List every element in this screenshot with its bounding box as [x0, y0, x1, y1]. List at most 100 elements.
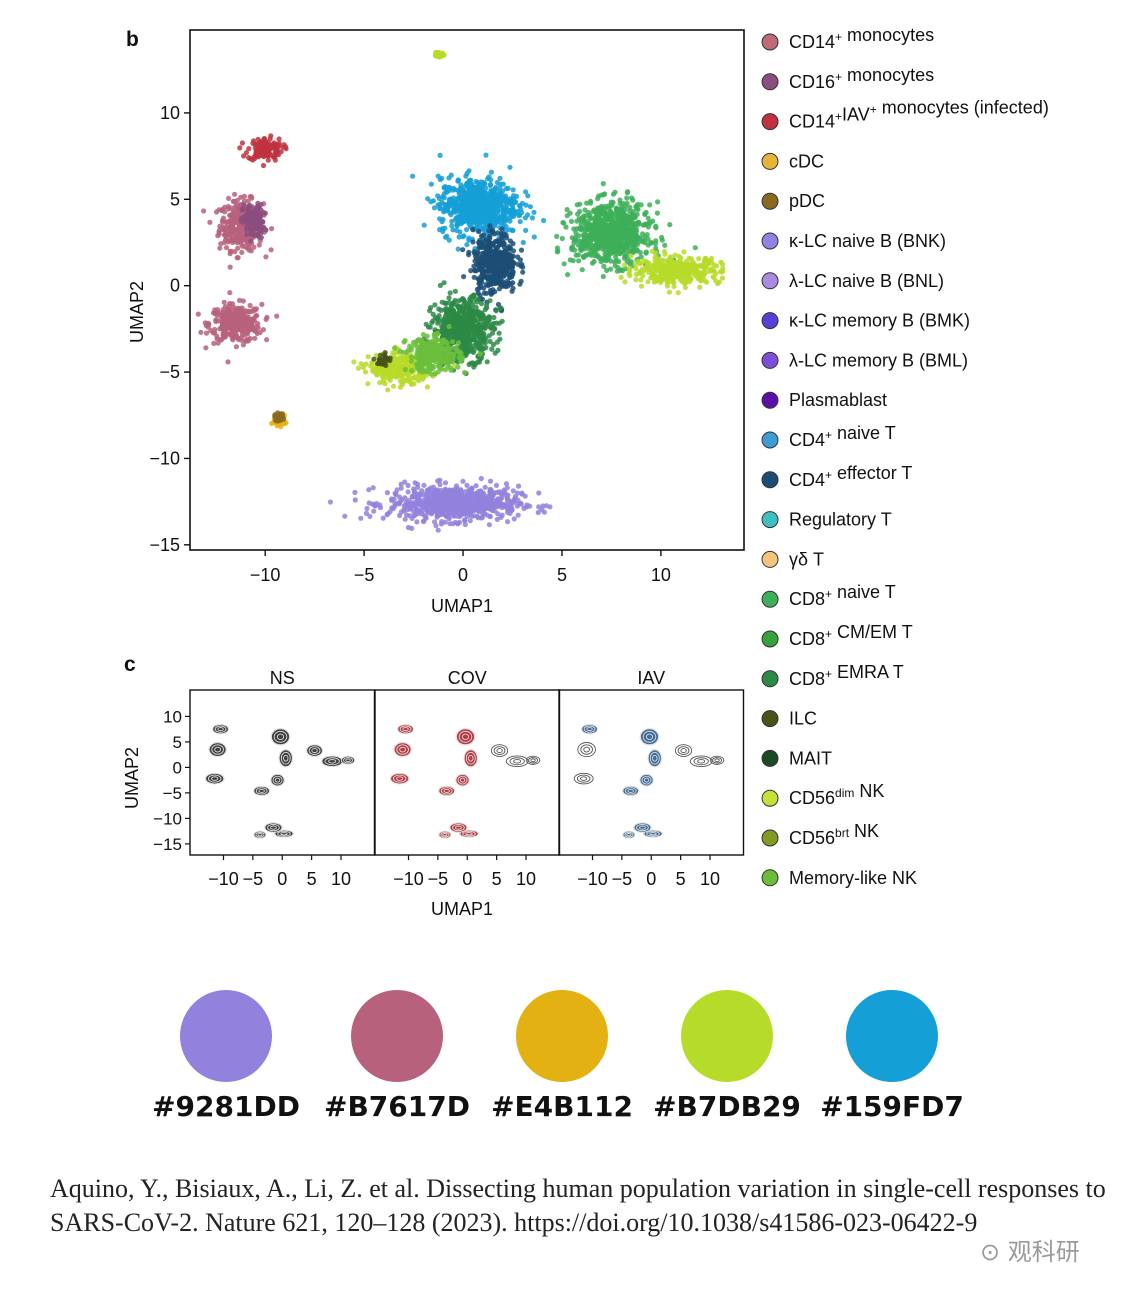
umap-point	[666, 289, 673, 295]
umap-point	[500, 181, 506, 187]
umap-point	[402, 479, 408, 485]
umap-point	[645, 242, 651, 248]
umap-point	[701, 264, 707, 270]
umap-point	[393, 357, 399, 363]
umap-point	[437, 216, 443, 222]
umap-point	[479, 332, 486, 338]
umap-point	[260, 327, 266, 333]
umap-point	[481, 338, 487, 345]
umap-point	[462, 517, 468, 523]
umap-point	[226, 206, 232, 212]
umap-point	[576, 238, 583, 244]
umap-point	[431, 331, 437, 337]
umap-point	[506, 244, 512, 250]
umap-point	[490, 287, 496, 293]
umap-point	[252, 142, 258, 148]
umap-point	[657, 273, 663, 279]
umap-point	[232, 191, 238, 197]
umap-point	[263, 316, 269, 322]
umap-point	[461, 320, 467, 326]
umap-point	[694, 263, 700, 269]
umap-point	[450, 187, 456, 193]
umap-point	[482, 255, 489, 261]
umap-point	[232, 249, 238, 255]
umap-point	[471, 197, 477, 203]
umap-point	[503, 492, 509, 498]
umap-point	[455, 364, 461, 370]
umap-point	[252, 335, 258, 341]
umap-point	[250, 157, 256, 163]
umap-point	[211, 340, 217, 346]
umap-point	[608, 258, 614, 264]
umap-point	[250, 308, 256, 314]
umap-point	[398, 485, 404, 491]
umap-point	[531, 234, 537, 240]
umap-point	[489, 346, 495, 352]
umap-point	[518, 263, 524, 269]
umap-point	[327, 499, 333, 505]
umap-point	[610, 244, 616, 250]
umap-point	[238, 308, 244, 314]
umap-point	[594, 240, 600, 246]
umap-point	[700, 273, 707, 279]
umap-point	[263, 254, 269, 260]
umap-point	[563, 224, 569, 230]
umap-point	[571, 237, 577, 243]
umap-point	[512, 495, 518, 501]
umap-point	[234, 255, 240, 261]
umap-point	[498, 264, 504, 270]
umap-point	[622, 279, 628, 285]
umap-point	[628, 253, 634, 259]
umap-point	[609, 233, 615, 239]
umap-point	[462, 205, 468, 211]
umap-point	[248, 226, 254, 232]
panel-b-frame	[189, 29, 745, 551]
umap-point	[446, 199, 452, 205]
umap-point	[582, 238, 588, 244]
umap-point	[616, 242, 622, 248]
umap-point	[225, 313, 231, 319]
umap-point	[239, 228, 245, 234]
umap-point	[577, 225, 583, 231]
umap-point	[409, 494, 415, 500]
umap-point	[380, 379, 386, 385]
umap-point	[412, 480, 418, 486]
umap-point	[518, 247, 525, 253]
umap-point	[203, 330, 210, 336]
umap-point	[268, 133, 274, 139]
umap-point	[210, 330, 216, 336]
umap-point	[640, 268, 646, 274]
umap-point	[454, 321, 460, 327]
umap-point	[252, 209, 258, 215]
umap-point	[455, 246, 461, 252]
umap-point	[621, 231, 627, 237]
umap-point	[608, 238, 614, 244]
umap-point	[234, 321, 240, 327]
umap-point	[621, 240, 627, 247]
umap-point	[461, 297, 467, 303]
umap-point	[501, 487, 507, 493]
umap-point	[494, 278, 500, 284]
umap-point	[460, 234, 466, 240]
umap-point	[608, 222, 614, 228]
umap-point	[659, 268, 665, 274]
umap-point	[466, 252, 472, 258]
umap-point	[435, 527, 441, 533]
umap-point	[643, 221, 649, 227]
umap-point	[653, 238, 659, 244]
umap-point	[482, 238, 488, 244]
umap-point	[443, 339, 449, 345]
umap-point	[476, 228, 482, 234]
umap-point	[467, 518, 473, 524]
umap-point	[581, 213, 587, 219]
umap-point	[590, 226, 596, 233]
umap-point	[203, 345, 209, 351]
umap-point	[541, 509, 548, 515]
umap-point	[269, 420, 275, 427]
umap-point	[477, 325, 483, 332]
umap-point	[605, 250, 612, 256]
umap-point	[264, 142, 270, 148]
umap-point	[642, 211, 648, 217]
umap-point	[245, 198, 251, 204]
umap-point	[435, 478, 441, 484]
